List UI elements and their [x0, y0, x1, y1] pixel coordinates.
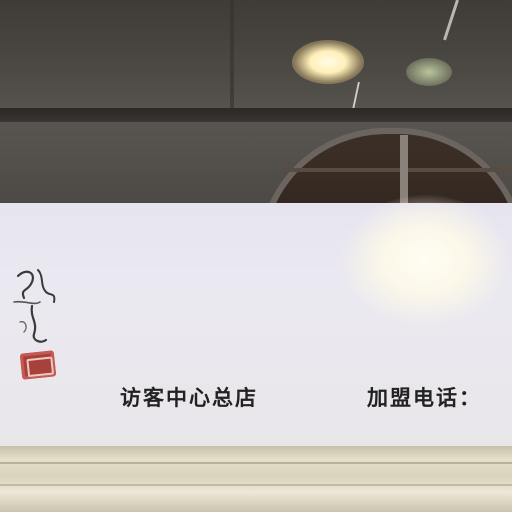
red-seal-stamp [19, 350, 57, 380]
calligraphy-logo [13, 269, 56, 343]
ceiling-light-dim [406, 58, 452, 86]
window-post [400, 135, 408, 210]
ceiling-beam [0, 108, 512, 122]
moulding-groove [0, 484, 512, 486]
lamp-glare [340, 195, 510, 325]
ceiling-light [292, 40, 364, 84]
window-bar [280, 168, 508, 172]
store-name-text: 访客中心总店 [120, 386, 258, 410]
ceiling-seam [230, 0, 234, 112]
franchise-phone-label: 加盟电话： [367, 386, 482, 410]
bottom-moulding [0, 446, 512, 512]
moulding-groove [0, 462, 512, 464]
